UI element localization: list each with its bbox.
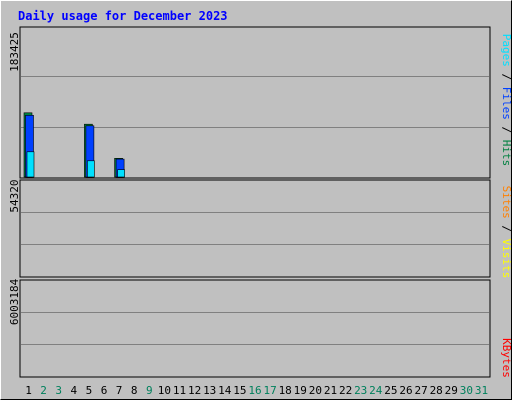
x-tick-label-29: 29 <box>445 384 458 397</box>
panel-frame-hits <box>19 26 491 179</box>
x-tick-label-30: 30 <box>460 384 473 397</box>
scale-max-hits: 183425 <box>8 32 21 72</box>
x-tick-label-23: 23 <box>354 384 367 397</box>
x-tick-label-22: 22 <box>339 384 352 397</box>
legend-pages: Pages <box>500 34 512 67</box>
legend-sites: Sites <box>500 186 512 219</box>
bar-layer <box>23 112 125 178</box>
x-tick-label-10: 10 <box>158 384 171 397</box>
x-tick-label-24: 24 <box>369 384 383 397</box>
x-tick-label-9: 9 <box>146 384 153 397</box>
x-tick-label-31: 31 <box>475 384 488 397</box>
x-tick-label-14: 14 <box>218 384 232 397</box>
pages-bar-day-1 <box>26 151 35 178</box>
scale-max-visits: 54320 <box>8 179 21 212</box>
x-tick-label-17: 17 <box>263 384 276 397</box>
x-tick-label-2: 2 <box>40 384 47 397</box>
x-tick-label-26: 26 <box>399 384 412 397</box>
x-tick-label-15: 15 <box>233 384 246 397</box>
x-tick-label-8: 8 <box>131 384 138 397</box>
x-tick-label-12: 12 <box>188 384 201 397</box>
legend-sites-visits: Sites / Visits <box>500 186 512 279</box>
legend-visits: Visits <box>500 239 512 279</box>
x-tick-label-16: 16 <box>248 384 261 397</box>
x-tick-label-7: 7 <box>116 384 123 397</box>
scale-max-kbytes: 6003184 <box>8 278 21 325</box>
legend-kbytes-group: KBytes <box>500 338 512 378</box>
x-tick-label-21: 21 <box>324 384 337 397</box>
x-tick-label-18: 18 <box>279 384 292 397</box>
x-tick-label-28: 28 <box>430 384 443 397</box>
x-tick-label-5: 5 <box>86 384 93 397</box>
grid-lines <box>21 76 489 345</box>
x-tick-label-1: 1 <box>25 384 32 397</box>
x-tick-label-20: 20 <box>309 384 322 397</box>
legend-files: Files <box>500 87 512 120</box>
x-tick-label-19: 19 <box>294 384 307 397</box>
x-tick-label-13: 13 <box>203 384 216 397</box>
x-tick-label-6: 6 <box>101 384 108 397</box>
legend-kbytes: KBytes <box>500 338 512 378</box>
x-tick-label-27: 27 <box>414 384 427 397</box>
pages-bar-day-7 <box>117 169 125 178</box>
x-axis-tick-labels: 1 2 3 4 5 6 7 8 9 10 11 12 13 14 15 16 17 18 19 20 21 22 23 24 2… <box>25 384 488 397</box>
panel-frame-kbytes <box>19 279 491 378</box>
x-tick-label-11: 11 <box>173 384 186 397</box>
x-tick-label-25: 25 <box>384 384 397 397</box>
x-tick-label-3: 3 <box>55 384 62 397</box>
panel-frame-visits <box>19 179 491 278</box>
x-tick-label-4: 4 <box>70 384 77 397</box>
legend-hits: Hits <box>500 140 512 167</box>
chart-title: Daily usage for December 2023 <box>18 9 228 23</box>
pages-bar-day-5 <box>87 160 95 178</box>
legend-hits-files-pages: Pages / Files / Hits <box>500 34 512 167</box>
